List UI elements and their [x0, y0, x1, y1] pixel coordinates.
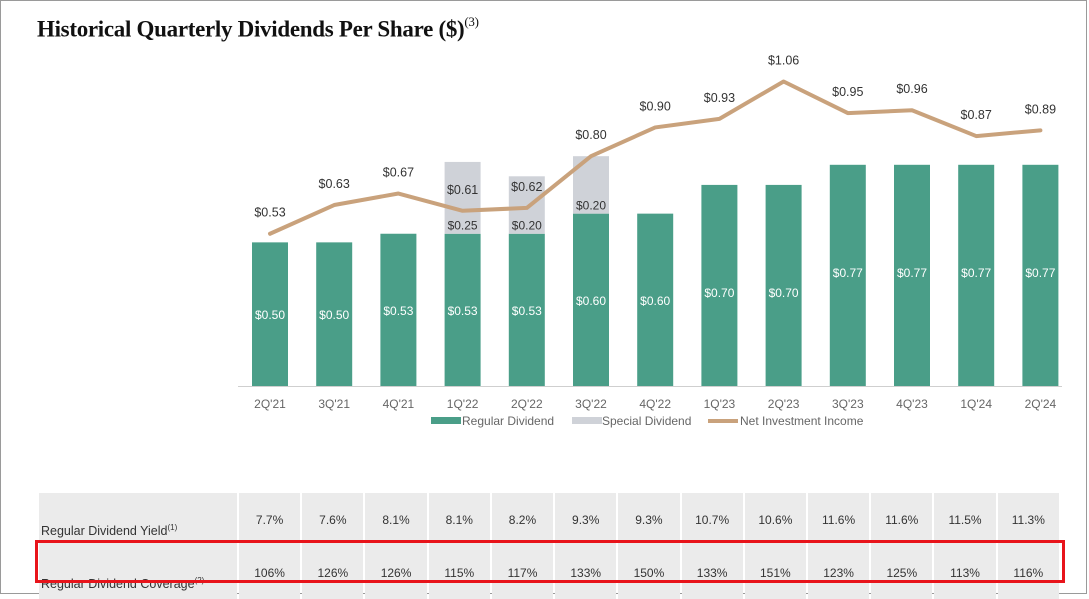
legend-swatch-special [572, 417, 602, 424]
nii-value-label: $0.89 [1025, 102, 1056, 116]
bar-label-regular: $0.77 [833, 266, 863, 280]
bar-label-regular: $0.53 [512, 304, 542, 318]
table-cell: 8.2% [492, 493, 553, 546]
table-cell: 133% [555, 546, 616, 599]
legend-label-special: Special Dividend [602, 414, 691, 428]
x-tick-label: 3Q'22 [575, 397, 607, 411]
table-cell: 9.3% [618, 493, 679, 546]
bar-label-regular: $0.77 [897, 266, 927, 280]
nii-value-label: $0.80 [575, 128, 606, 142]
metrics-table: Regular Dividend Yield(1)7.7%7.6%8.1%8.1… [37, 493, 1061, 599]
dividend-chart: $0.50 2Q'21 $0.50 3Q'21 $0.53 4Q'21 $0.53 $0.25… [0, 0, 1089, 440]
legend-label-regular: Regular Dividend [462, 414, 554, 428]
bar-label-regular: $0.50 [319, 308, 349, 322]
nii-value-label: $0.67 [383, 166, 414, 180]
row-label-footnote: (2) [195, 576, 205, 585]
table-cell: 11.6% [871, 493, 932, 546]
table-cell: 106% [239, 546, 300, 599]
bar-label-special: $0.25 [448, 219, 478, 233]
x-tick-label: 3Q'23 [832, 397, 864, 411]
x-tick-label: 2Q'21 [254, 397, 286, 411]
table-cell: 10.6% [745, 493, 806, 546]
table-row-yield: Regular Dividend Yield(1)7.7%7.6%8.1%8.1… [39, 493, 1059, 546]
table-cell: 113% [934, 546, 995, 599]
x-tick-label: 2Q'24 [1025, 397, 1057, 411]
table-cell: 133% [682, 546, 743, 599]
table-cell: 150% [618, 546, 679, 599]
bar-label-regular: $0.53 [383, 304, 413, 318]
table-cell: 7.6% [302, 493, 363, 546]
row-label-footnote: (1) [167, 523, 177, 532]
row-label-text: Regular Dividend Yield [41, 524, 167, 538]
row-label: Regular Dividend Coverage(2) [39, 546, 237, 599]
table-cell: 117% [492, 546, 553, 599]
bar-label-special: $0.20 [576, 199, 606, 213]
table-cell: 123% [808, 546, 869, 599]
table-cell: 11.6% [808, 493, 869, 546]
nii-value-label: $0.62 [511, 180, 542, 194]
nii-value-label: $0.53 [254, 206, 285, 220]
x-tick-label: 4Q'22 [639, 397, 671, 411]
x-tick-label: 4Q'21 [383, 397, 415, 411]
nii-value-label: $0.90 [640, 99, 671, 113]
bar-label-special: $0.20 [512, 219, 542, 233]
table-cell: 11.5% [934, 493, 995, 546]
table-row-coverage: Regular Dividend Coverage(2)106%126%126%… [39, 546, 1059, 599]
table-cell: 7.7% [239, 493, 300, 546]
bar-label-regular: $0.50 [255, 308, 285, 322]
table-cell: 115% [429, 546, 490, 599]
x-tick-label: 2Q'22 [511, 397, 543, 411]
nii-value-label: $0.95 [832, 85, 863, 99]
x-tick-label: 1Q'22 [447, 397, 479, 411]
bar-label-regular: $0.60 [576, 294, 606, 308]
nii-value-label: $0.63 [319, 177, 350, 191]
table-cell: 151% [745, 546, 806, 599]
bar-label-regular: $0.60 [640, 294, 670, 308]
bar-label-regular: $0.77 [961, 266, 991, 280]
nii-value-label: $0.93 [704, 91, 735, 105]
table-cell: 9.3% [555, 493, 616, 546]
row-label: Regular Dividend Yield(1) [39, 493, 237, 546]
x-tick-label: 1Q'24 [960, 397, 992, 411]
nii-value-label: $1.06 [768, 53, 799, 67]
bar-label-regular: $0.53 [448, 304, 478, 318]
table-cell: 10.7% [682, 493, 743, 546]
bar-label-regular: $0.77 [1025, 266, 1055, 280]
x-tick-label: 4Q'23 [896, 397, 928, 411]
table-cell: 116% [998, 546, 1059, 599]
nii-value-label: $0.87 [961, 108, 992, 122]
legend-swatch-regular [431, 417, 461, 424]
table-cell: 125% [871, 546, 932, 599]
x-tick-label: 3Q'21 [318, 397, 350, 411]
table-cell: 126% [302, 546, 363, 599]
legend-label-nii: Net Investment Income [740, 414, 864, 428]
nii-value-label: $0.61 [447, 183, 478, 197]
table-cell: 126% [365, 546, 426, 599]
bar-label-regular: $0.70 [769, 286, 799, 300]
table-cell: 11.3% [998, 493, 1059, 546]
row-label-text: Regular Dividend Coverage [41, 577, 195, 591]
x-tick-label: 1Q'23 [704, 397, 736, 411]
table-cell: 8.1% [365, 493, 426, 546]
nii-value-label: $0.96 [896, 82, 927, 96]
x-tick-label: 2Q'23 [768, 397, 800, 411]
table-cell: 8.1% [429, 493, 490, 546]
bar-label-regular: $0.70 [704, 286, 734, 300]
